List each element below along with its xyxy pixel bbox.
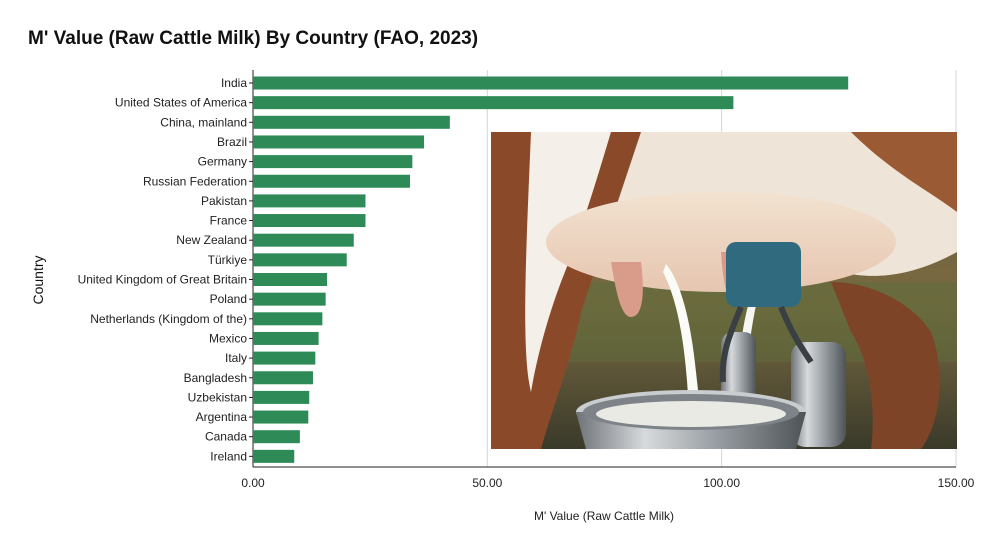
bar <box>253 430 300 444</box>
bar <box>253 410 309 424</box>
bar <box>253 194 366 208</box>
y-tick-label: United Kingdom of Great Britain <box>78 273 247 287</box>
x-tick-label: 50.00 <box>472 476 502 490</box>
y-tick-label: United States of America <box>115 96 247 110</box>
x-axis-label: M' Value (Raw Cattle Milk) <box>533 509 675 523</box>
x-tick-label: 100.00 <box>703 476 740 490</box>
bar <box>253 253 347 267</box>
x-tick-label: 150.00 <box>938 476 975 490</box>
bar <box>253 115 450 129</box>
y-tick-label: Ireland <box>210 449 247 463</box>
y-tick-label: Brazil <box>217 135 247 149</box>
y-tick-label: Poland <box>210 292 247 306</box>
bar <box>253 390 310 404</box>
bar <box>253 292 326 306</box>
y-tick-label: Mexico <box>209 331 247 345</box>
y-tick-label: Argentina <box>196 410 248 424</box>
bar <box>253 331 319 345</box>
y-tick-label: France <box>210 214 248 228</box>
bar <box>253 233 354 247</box>
bar <box>253 312 323 326</box>
y-tick-label: Uzbekistan <box>188 390 247 404</box>
bar <box>253 371 313 385</box>
bar <box>253 449 295 463</box>
bar <box>253 351 316 365</box>
bar <box>253 135 425 149</box>
x-tick-label: 0.00 <box>241 476 265 490</box>
bar <box>253 214 366 228</box>
bar <box>253 174 411 188</box>
cow-milking-photo <box>491 132 957 449</box>
bar <box>253 96 734 110</box>
y-tick-label: India <box>221 76 247 90</box>
y-tick-label: Türkiye <box>208 253 248 267</box>
bar <box>253 155 413 169</box>
y-tick-label: Bangladesh <box>184 371 247 385</box>
y-tick-label: New Zealand <box>176 233 247 247</box>
bar <box>253 76 849 90</box>
y-tick-label: China, mainland <box>160 115 247 129</box>
y-tick-label: Pakistan <box>201 194 247 208</box>
y-tick-label: Italy <box>225 351 247 365</box>
bar <box>253 273 328 286</box>
chart-title: M' Value (Raw Cattle Milk) By Country (F… <box>28 28 479 49</box>
y-tick-label: Russian Federation <box>143 174 247 188</box>
y-tick-label: Netherlands (Kingdom of the) <box>90 312 247 326</box>
y-tick-label: Germany <box>198 155 247 169</box>
y-tick-label: Canada <box>205 430 247 444</box>
